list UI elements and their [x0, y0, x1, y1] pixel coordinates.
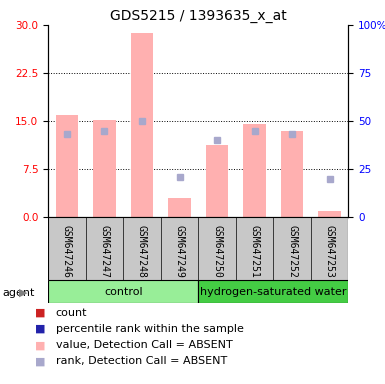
- Text: GSM647252: GSM647252: [287, 225, 297, 277]
- Bar: [281, 131, 303, 217]
- Text: ■: ■: [35, 308, 45, 318]
- Bar: [243, 124, 266, 217]
- Bar: [318, 210, 341, 217]
- Text: ■: ■: [35, 324, 45, 334]
- Text: ■: ■: [35, 356, 45, 366]
- Text: GSM647250: GSM647250: [212, 225, 222, 277]
- Text: GSM647251: GSM647251: [249, 225, 259, 277]
- Text: GSM647247: GSM647247: [99, 225, 109, 277]
- Text: GSM647253: GSM647253: [325, 225, 335, 277]
- Title: GDS5215 / 1393635_x_at: GDS5215 / 1393635_x_at: [110, 8, 287, 23]
- Text: percentile rank within the sample: percentile rank within the sample: [56, 324, 244, 334]
- Text: control: control: [104, 287, 142, 297]
- Text: GSM647246: GSM647246: [62, 225, 72, 277]
- Bar: [48, 280, 198, 303]
- Text: value, Detection Call = ABSENT: value, Detection Call = ABSENT: [56, 340, 233, 350]
- Text: ▶: ▶: [18, 288, 27, 298]
- Text: GSM647249: GSM647249: [174, 225, 184, 277]
- Bar: [168, 198, 191, 217]
- Text: rank, Detection Call = ABSENT: rank, Detection Call = ABSENT: [56, 356, 227, 366]
- Text: count: count: [56, 308, 87, 318]
- Text: GSM647248: GSM647248: [137, 225, 147, 277]
- Bar: [206, 145, 228, 217]
- Bar: [131, 33, 153, 217]
- Text: agent: agent: [2, 288, 34, 298]
- Bar: [55, 114, 78, 217]
- Bar: [198, 280, 348, 303]
- Text: hydrogen-saturated water: hydrogen-saturated water: [200, 287, 346, 297]
- Text: ■: ■: [35, 340, 45, 350]
- Bar: [93, 120, 116, 217]
